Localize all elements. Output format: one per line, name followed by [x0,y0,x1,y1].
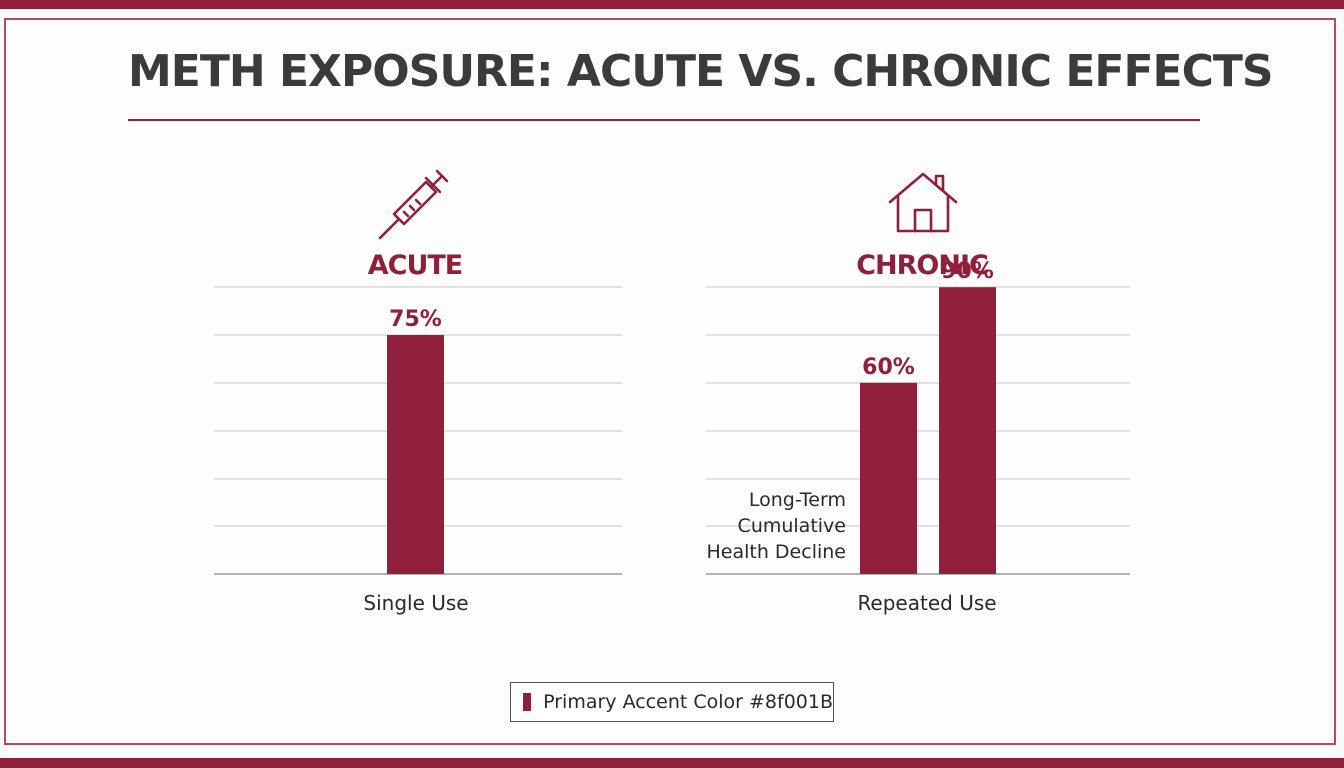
house-icon [886,170,960,234]
chronic-x-label: Repeated Use [857,591,997,615]
bar [860,382,917,574]
chronic-annotation: Long-Term Cumulative Health Decline [696,487,847,565]
page-title: METH EXPOSURE: ACUTE VS. CHRONIC EFFECTS [128,46,1274,97]
acute-panel-title: ACUTE [367,250,464,281]
acute-x-label: Single Use [363,591,469,615]
annotation-line: Health Decline [706,541,847,563]
legend-swatch [523,693,532,711]
bar-value-label: 75% [389,307,442,332]
bar [939,287,996,574]
bar [387,335,444,574]
content-frame [4,18,1336,745]
chronic-panel-title: CHRONIC [856,250,989,281]
bar-value-label: 60% [862,355,915,380]
annotation-line: Cumulative [737,515,846,537]
title-divider [128,119,1200,121]
legend: Primary Accent Color #8f001B [510,682,834,722]
bar-value-label: 90% [941,259,994,284]
syringe-icon [374,160,458,244]
top-accent-band [0,0,1344,9]
annotation-line: Long-Term [748,489,846,511]
legend-label: Primary Accent Color #8f001B [543,691,833,713]
bottom-accent-band [0,758,1344,768]
